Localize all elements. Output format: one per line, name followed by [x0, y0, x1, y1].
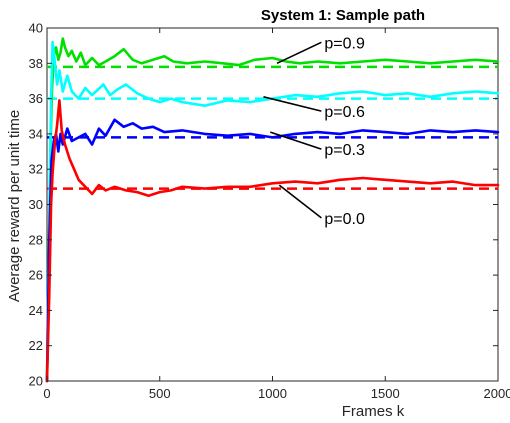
chart-title: System 1: Sample path — [261, 7, 425, 24]
y-tick-label-1: 22 — [29, 338, 43, 353]
plot-area: p=0.9 p=0.6 p=0.3 p=0.0 0 500 1000 1500 2000 20… — [29, 21, 510, 402]
annotation-pointer-3 — [278, 184, 322, 219]
plot-frame — [46, 27, 499, 382]
series-line-3 — [45, 99, 500, 383]
x-axis-label: Frames k — [342, 403, 405, 420]
y-axis-label: Average reward per unit time — [6, 110, 23, 302]
annotation-pointer-0 — [276, 41, 322, 65]
series-line-1 — [45, 40, 500, 383]
y-tick-label-5: 30 — [29, 197, 43, 212]
annotation-pointer-2 — [269, 131, 322, 150]
annotation-1: p=0.6 — [324, 104, 365, 121]
y-tick-label-8: 36 — [29, 91, 43, 106]
series-line-0 — [45, 37, 500, 383]
annotation-pointer-1 — [263, 96, 322, 112]
y-tick-label-10: 40 — [29, 21, 43, 36]
y-tick-label-3: 26 — [29, 268, 43, 283]
y-tick-label-7: 34 — [29, 126, 43, 141]
x-tick-label-2: 1000 — [258, 386, 287, 401]
x-tick-label-4: 2000 — [484, 386, 510, 401]
annotation-0: p=0.9 — [324, 35, 365, 52]
annotation-3: p=0.0 — [324, 211, 365, 228]
y-tick-label-4: 28 — [29, 232, 43, 247]
series-line-2 — [45, 118, 500, 383]
annotations: p=0.9 p=0.6 p=0.3 p=0.0 — [263, 35, 365, 228]
x-tick-label-3: 1500 — [371, 386, 400, 401]
y-tick-label-9: 38 — [29, 56, 43, 71]
y-tick-label-2: 24 — [29, 303, 43, 318]
x-tick-label-0: 0 — [43, 386, 50, 401]
x-tick-label-1: 500 — [149, 386, 171, 401]
y-tick-label-6: 32 — [29, 162, 43, 177]
annotation-2: p=0.3 — [324, 142, 365, 159]
series-lines — [45, 37, 500, 383]
x-axis: 0 500 1000 1500 2000 — [43, 28, 510, 401]
y-tick-label-0: 20 — [29, 374, 43, 389]
y-axis: 20 22 24 26 28 30 32 34 36 38 40 — [29, 21, 498, 389]
